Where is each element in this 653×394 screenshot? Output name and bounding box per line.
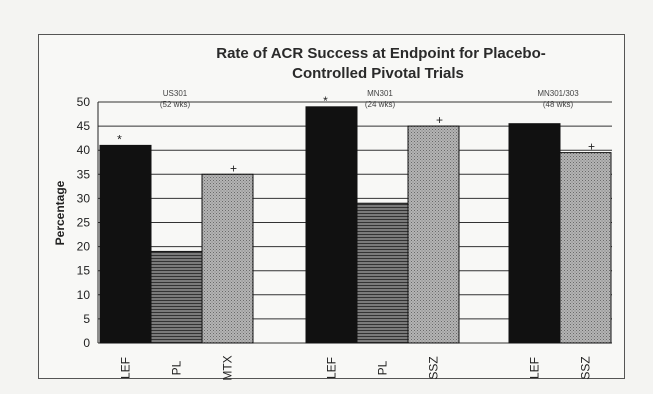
- significance-marker: *: [117, 132, 122, 146]
- bar-ssz: [407, 125, 460, 344]
- group-label: (24 wks): [365, 100, 396, 109]
- y-axis-label: Percentage: [53, 180, 67, 245]
- chart-title-line-2: Controlled Pivotal Trials: [292, 65, 464, 82]
- category-label: PL: [376, 360, 390, 375]
- bar-lef: [99, 144, 152, 344]
- group-label: MN301: [367, 89, 393, 98]
- bar-lef: [305, 106, 358, 344]
- chart-title: Rate of ACR Success at Endpoint for Plac…: [216, 45, 546, 82]
- y-tick-label: 40: [77, 143, 91, 157]
- category-label: LEF: [528, 357, 542, 379]
- significance-marker: *: [323, 94, 328, 108]
- bars: * + * + +: [99, 94, 612, 344]
- category-label: SSZ: [579, 356, 593, 379]
- y-tick-label: 5: [83, 312, 90, 326]
- significance-marker: +: [588, 140, 595, 154]
- category-label: LEF: [119, 357, 133, 379]
- group-label: (48 wks): [543, 100, 574, 109]
- y-tick-label: 45: [77, 119, 91, 133]
- category-labels: LEF PL MTX LEF PL SSZ LEF SSZ: [119, 355, 593, 380]
- significance-marker: +: [230, 161, 237, 175]
- category-label: LEF: [325, 357, 339, 379]
- bar-pl: [356, 202, 409, 344]
- bar-pl: [150, 250, 203, 344]
- y-tick-label: 0: [83, 336, 90, 350]
- category-label: SSZ: [427, 356, 441, 379]
- group-label: (52 wks): [160, 100, 191, 109]
- y-tick-label: 15: [77, 264, 91, 278]
- y-tick-label: 20: [77, 240, 91, 254]
- y-tick-label: 25: [77, 216, 91, 230]
- bar-mtx: [201, 173, 254, 344]
- category-label: MTX: [221, 355, 235, 380]
- group-label: MN301/303: [537, 89, 579, 98]
- group-labels: US301 (52 wks) MN301 (24 wks) MN301/303 (48 w…: [160, 89, 579, 109]
- bar-ssz: [559, 152, 612, 344]
- category-label: PL: [170, 360, 184, 375]
- y-tick-label: 35: [77, 167, 91, 181]
- bar-lef: [508, 123, 561, 344]
- chart-title-line-1: Rate of ACR Success at Endpoint for Plac…: [216, 45, 546, 62]
- group-label: US301: [163, 89, 188, 98]
- y-tick-label: 10: [77, 288, 91, 302]
- y-tick-label: 50: [77, 95, 91, 109]
- significance-marker: +: [436, 113, 443, 127]
- y-axis: 0 5 10 15 20 25 30 35 40 45 50: [77, 95, 99, 350]
- y-tick-label: 30: [77, 191, 91, 205]
